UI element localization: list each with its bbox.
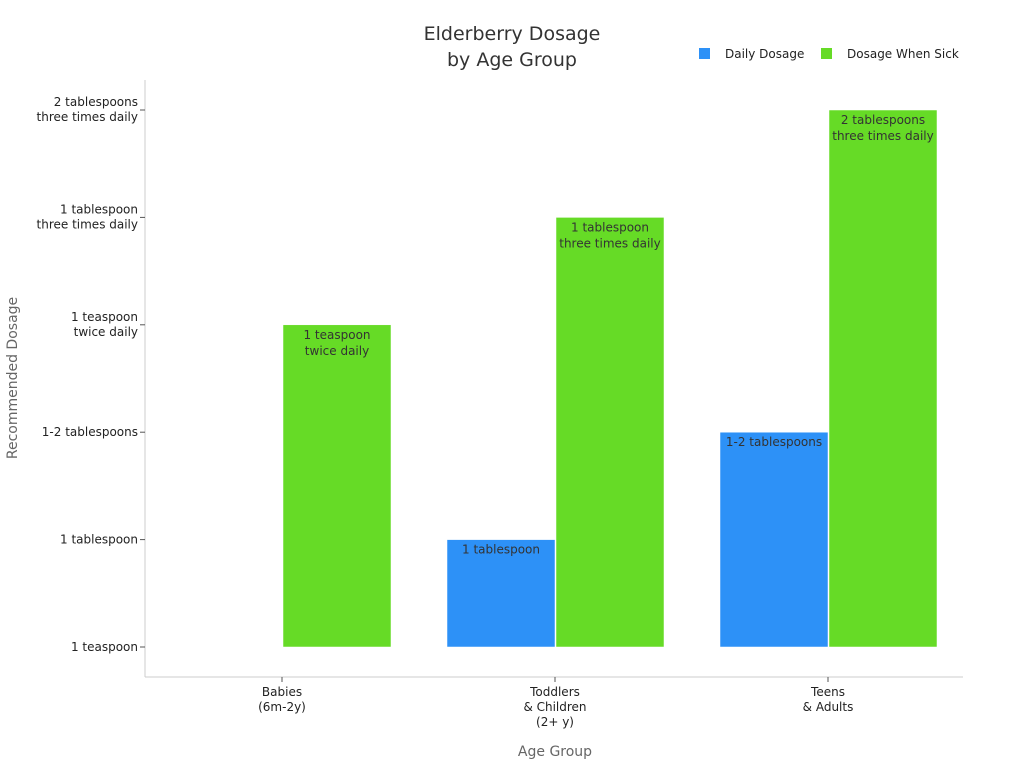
legend-swatch (699, 48, 710, 59)
bar-sick (828, 109, 938, 648)
bar-sick (555, 217, 665, 648)
text-line: (6m-2y) (258, 700, 306, 714)
text-line: 1 teaspoon (71, 640, 138, 654)
legend-label: Daily Dosage (725, 47, 804, 61)
y-tick-label: 1 teaspoon twice daily (71, 310, 138, 339)
data-label: 2 tablespoons three times daily (832, 113, 933, 143)
text-line: Teens (810, 685, 845, 699)
text-line: 1 teaspoon (71, 310, 138, 324)
text-line: 1-2 tablespoons (726, 435, 822, 449)
y-tick-label: 2 tablespoons three times daily (37, 95, 138, 124)
y-tick-label: 1-2 tablespoons (42, 425, 138, 439)
text-line: twice daily (74, 325, 138, 339)
text-line: three times daily (832, 129, 933, 143)
text-line: & Children (523, 700, 586, 714)
x-axis-title: Age Group (518, 744, 592, 760)
y-tick-label: 1 tablespoon three times daily (37, 202, 138, 231)
text-line: & Adults (803, 700, 854, 714)
legend-swatch (821, 48, 832, 59)
data-label: 1 teaspoon twice daily (303, 328, 370, 358)
text-line: twice daily (305, 344, 369, 358)
chart-title: Elderberry Dosage by Age Group (424, 23, 601, 71)
title-line: by Age Group (447, 49, 577, 71)
text-line: 2 tablespoons (841, 113, 925, 127)
text-line: 1 tablespoon (462, 543, 540, 557)
bar-daily (446, 539, 556, 648)
bar-sick (282, 324, 392, 648)
data-label: 1 tablespoon three times daily (559, 220, 660, 250)
text-line: (2+ y) (536, 715, 574, 729)
text-line: 1 teaspoon (303, 328, 370, 342)
text-line: 1 tablespoon (60, 202, 138, 216)
text-line: 1 tablespoon (571, 220, 649, 234)
y-tick-label: 1 tablespoon (60, 533, 138, 547)
text-line: three times daily (37, 217, 138, 231)
text-line: Toddlers (529, 685, 580, 699)
x-tick-label: Teens & Adults (803, 685, 854, 714)
text-line: three times daily (37, 110, 138, 124)
text-line: 1-2 tablespoons (42, 425, 138, 439)
y-tick-label: 1 teaspoon (71, 640, 138, 654)
y-axis-title: Recommended Dosage (5, 297, 21, 459)
title-line: Elderberry Dosage (424, 23, 601, 45)
x-tick-label: Toddlers & Children (2+ y) (523, 685, 586, 729)
text-line: Babies (262, 685, 302, 699)
text-line: 1 tablespoon (60, 533, 138, 547)
x-tick-label: Babies (6m-2y) (258, 685, 306, 714)
legend-label: Dosage When Sick (847, 47, 959, 61)
data-label: 1 tablespoon (462, 543, 540, 557)
bar-daily (719, 431, 829, 648)
text-line: 2 tablespoons (54, 95, 138, 109)
data-label: 1-2 tablespoons (726, 435, 822, 449)
text-line: three times daily (559, 236, 660, 250)
